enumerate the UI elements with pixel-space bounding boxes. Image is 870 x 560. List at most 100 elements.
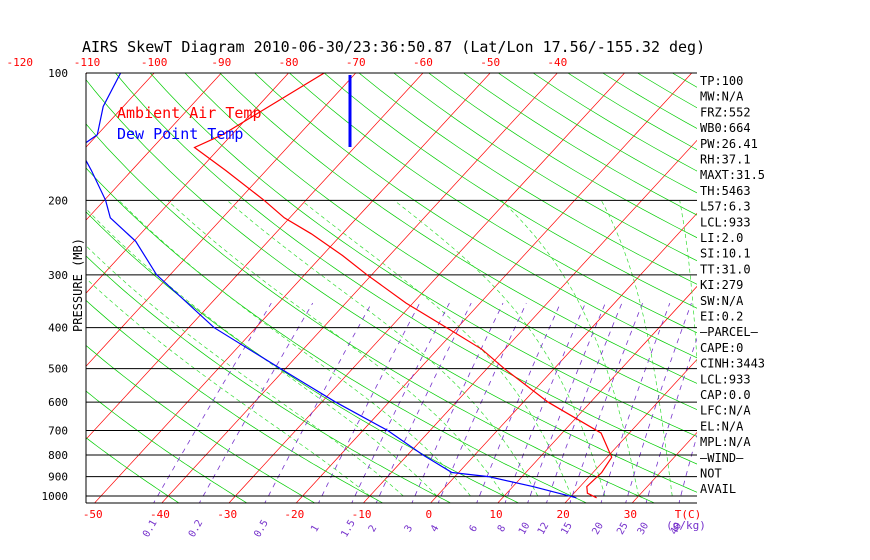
axes: 1002003004005006007008009001000PRESSURE … [7,56,706,539]
dry-adiabat-line [184,73,697,411]
pressure-tick-label: 900 [48,471,68,484]
mixing-ratio-axis-label: (g/kg) [666,519,706,532]
legend: Ambient Air Temp Dew Point Temp [117,104,262,143]
bottom-temp-tick-label: 10 [489,508,502,521]
temp-axis-label: T(C) [675,508,702,521]
pressure-tick-label: 800 [48,449,68,462]
bottom-temp-tick-label: -40 [150,508,170,521]
stat-item: —WIND— [700,451,744,465]
mixing-ratio-line [625,302,692,503]
top-temp-tick-label: -60 [413,56,433,69]
top-temp-tick-label: -100 [141,56,168,69]
stat-item: FRZ:552 [700,105,751,119]
dry-adiabat-line [289,73,697,334]
mixing-ratio-tick-label: 6 [468,523,481,534]
stat-item: TH:5463 [700,184,751,198]
stat-item: LI:2.0 [700,231,743,245]
bottom-temp-tick-label: 30 [624,508,637,521]
legend-dew-point: Dew Point Temp [117,125,243,143]
legend-air-temp: Ambient Air Temp [117,104,262,122]
mixing-ratio-tick-label: 2 [367,523,380,534]
stat-item: TP:100 [700,74,743,88]
stat-item: RH:37.1 [700,153,751,167]
stat-item: AVAIL [700,482,736,496]
mixing-ratio-tick-label: 1 [309,523,322,534]
stat-item: KI:279 [700,278,743,292]
dry-adiabat-line [323,73,697,309]
mixing-ratio-tick-label: 20 [590,521,606,537]
stat-item: TT:31.0 [700,262,751,276]
isotherm-line [86,73,424,440]
dry-adiabat-line [463,73,697,216]
moist-adiabat-line [86,245,404,497]
dry-adiabat-line [742,73,870,505]
top-temp-tick-label: -40 [547,56,567,69]
pressure-tick-label: 500 [48,363,68,376]
mixing-ratio-line [645,337,697,503]
stat-item: MPL:N/A [700,435,751,449]
dry-adiabat-line [428,73,697,239]
stat-item: EI:0.2 [700,310,743,324]
dry-adiabat-line [86,390,248,503]
stat-item: SI:10.1 [700,247,751,261]
stat-item: SW:N/A [700,294,744,308]
mixing-ratio-line [546,302,623,503]
top-temp-tick-label: -70 [346,56,366,69]
isotherm-line [86,73,289,294]
isotherm-line [564,358,697,503]
dry-adiabat-line [86,211,520,503]
mixing-ratio-line [437,302,527,503]
moist-adiabat-line [226,200,539,497]
dry-adiabat-line [86,79,697,493]
mixing-ratio-line [504,302,586,503]
series-lines [86,73,613,499]
moist-adiabat-line [86,277,371,497]
pressure-tick-label: 1000 [42,490,69,503]
pressure-tick-label: 300 [48,269,68,282]
isotherm-line [497,285,697,503]
mixing-ratio-line [351,302,450,503]
mixing-ratio-tick-label: 15 [559,521,575,537]
mixing-ratio-tick-label: 40 [669,521,685,537]
bottom-temp-tick-label: -50 [83,508,103,521]
mixing-ratio-tick-label: 0.1 [141,518,160,539]
isotherm-line [161,73,558,503]
dry-adiabat-line [86,167,588,503]
dewpoint-line [86,73,577,499]
stat-item: NOT [700,467,722,481]
mixing-ratio-line [600,302,671,503]
dry-adiabat-line [358,73,697,285]
dry-adiabat-line [498,73,697,194]
mixing-ratio-tick-label: 0.2 [187,518,206,539]
pressure-tick-label: 600 [48,396,68,409]
pressure-tick-label: 200 [48,194,68,207]
isotherm-line [295,73,693,503]
mixing-ratio-tick-label: 25 [615,521,631,537]
stat-item: MW:N/A [700,90,744,104]
top-temp-tick-label: -120 [7,56,34,69]
dry-adiabat-line [115,73,697,465]
isotherm-line [86,73,222,221]
isotherm-line [86,73,155,148]
bottom-temp-tick-label: 20 [557,508,570,521]
mixing-ratio-tick-label: 12 [536,521,552,537]
isotherm-line [0,73,20,505]
moist-adiabat-line [167,200,505,497]
isotherm-line [94,73,491,503]
moist-adiabat-line [501,200,639,497]
dry-adiabat-line [393,73,697,262]
mixing-ratio-line [527,302,606,503]
mixing-ratio-tick-label: 4 [429,523,442,534]
dry-adiabat-line [254,73,697,359]
isotherm-line [228,73,625,503]
stat-item: —PARCEL— [700,325,759,339]
isotherm-line [86,73,357,367]
stat-item: MAXT:31.5 [700,168,765,182]
stat-item: WB0:664 [700,121,751,135]
pressure-tick-label: 400 [48,322,68,335]
mixing-ratio-tick-label: 10 [517,521,533,537]
moist-adiabat-line [86,208,438,497]
stat-item: LCL:933 [700,215,751,229]
